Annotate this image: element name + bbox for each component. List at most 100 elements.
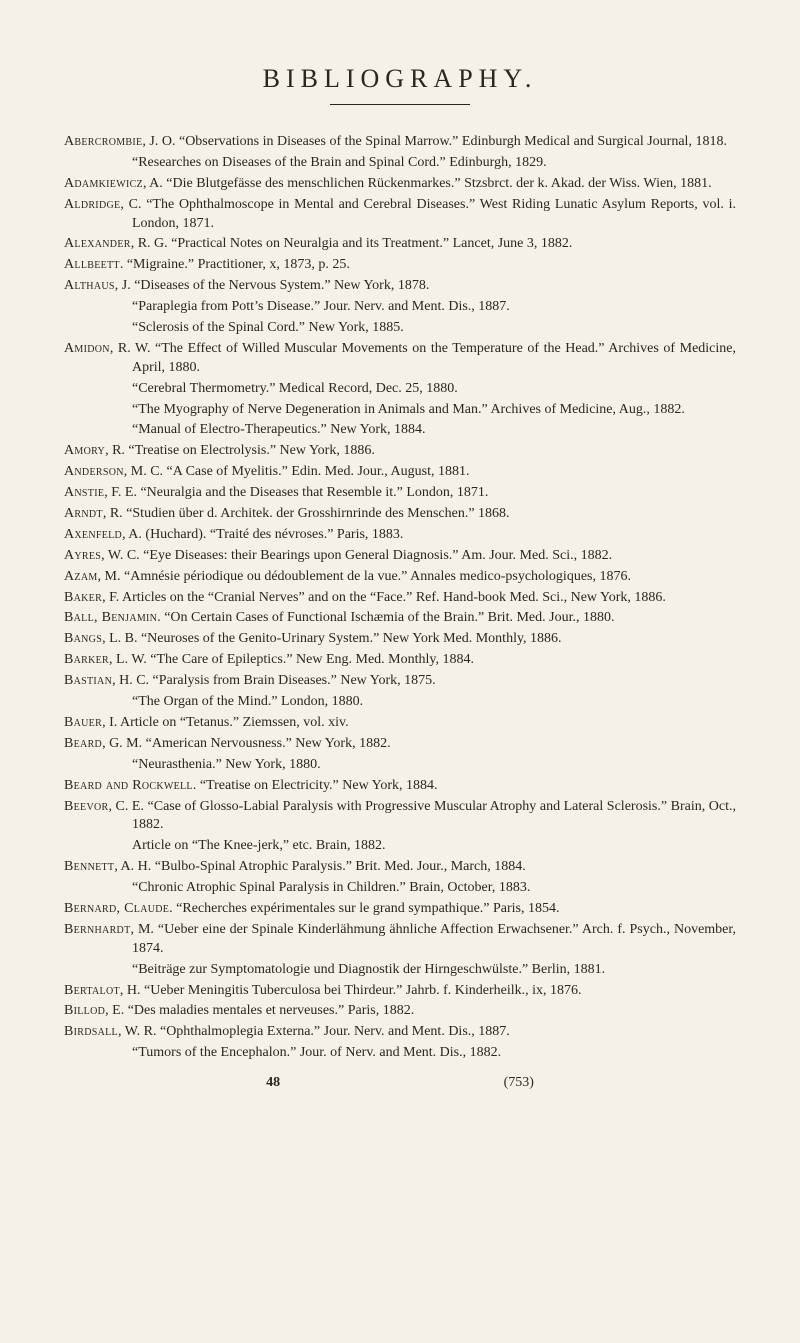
bibliography-entry: Aldridge, C. “The Ophthalmoscope in Ment…	[64, 196, 736, 234]
bibliography-list: Abercrombie, J. O. “Observations in Dise…	[64, 133, 736, 1063]
page-footer: 48 (753)	[64, 1075, 736, 1091]
author-name: Allbeett	[64, 257, 120, 272]
author-name: Amidon	[64, 341, 110, 356]
bibliography-entry: Adamkiewicz, A. “Die Blutgefässe des men…	[64, 175, 736, 194]
entry-text: , M. “Amnésie périodique ou dédoublement…	[98, 569, 631, 584]
entry-text: , F. E. “Neuralgia and the Diseases that…	[104, 485, 488, 500]
entry-text: , A. (Huchard). “Traité des névroses.” P…	[122, 527, 403, 542]
bibliography-entry: Althaus, J. “Diseases of the Nervous Sys…	[64, 277, 736, 296]
author-name: Beard	[64, 736, 102, 751]
bibliography-entry: Article on “The Knee-jerk,” etc. Brain, …	[64, 837, 736, 856]
author-name: Bertalot	[64, 983, 120, 998]
bibliography-entry: Anstie, F. E. “Neuralgia and the Disease…	[64, 484, 736, 503]
entry-text: , L. W. “The Care of Epileptics.” New En…	[109, 652, 474, 667]
entry-text: , J. O. “Observations in Diseases of the…	[142, 134, 727, 149]
entry-text: , W. R. “Ophthalmoplegia Externa.” Jour.…	[118, 1024, 510, 1039]
author-name: Aldridge	[64, 197, 120, 212]
bibliography-entry: “Sclerosis of the Spinal Cord.” New York…	[64, 319, 736, 338]
bibliography-entry: Abercrombie, J. O. “Observations in Dise…	[64, 133, 736, 152]
bibliography-entry: Baker, F. Articles on the “Cranial Nerve…	[64, 589, 736, 608]
author-name: Billod	[64, 1003, 105, 1018]
bibliography-entry: Ayres, W. C. “Eye Diseases: their Bearin…	[64, 547, 736, 566]
bibliography-entry: Bertalot, H. “Ueber Meningitis Tuberculo…	[64, 982, 736, 1001]
author-name: Ayres	[64, 548, 101, 563]
bibliography-entry: “Manual of Electro-Therapeutics.” New Yo…	[64, 421, 736, 440]
entry-text: , E. “Des maladies mentales et nerveuses…	[105, 1003, 414, 1018]
author-name: Axenfeld	[64, 527, 122, 542]
bibliography-entry: Amory, R. “Treatise on Electrolysis.” Ne…	[64, 442, 736, 461]
entry-text: , L. B. “Neuroses of the Genito-Urinary …	[102, 631, 561, 646]
page: BIBLIOGRAPHY. Abercrombie, J. O. “Observ…	[0, 0, 800, 1343]
bibliography-entry: Alexander, R. G. “Practical Notes on Neu…	[64, 235, 736, 254]
bibliography-entry: “Tumors of the Encephalon.” Jour. of Ner…	[64, 1044, 736, 1063]
entry-text: , C. “The Ophthalmoscope in Mental and C…	[120, 197, 736, 231]
entry-text: . “Migraine.” Practitioner, x, 1873, p. …	[120, 257, 350, 272]
bibliography-entry: Bastian, H. C. “Paralysis from Brain Dis…	[64, 672, 736, 691]
page-title: BIBLIOGRAPHY.	[64, 64, 736, 94]
entry-text: , R. “Studien über d. Architek. der Gros…	[103, 506, 510, 521]
author-name: Bernhardt	[64, 922, 130, 937]
bibliography-entry: Axenfeld, A. (Huchard). “Traité des névr…	[64, 526, 736, 545]
author-name: Bauer	[64, 715, 102, 730]
bibliography-entry: Arndt, R. “Studien über d. Architek. der…	[64, 505, 736, 524]
bibliography-entry: “Cerebral Thermometry.” Medical Record, …	[64, 380, 736, 399]
entry-text: , H. C. “Paralysis from Brain Diseases.”…	[112, 673, 436, 688]
bibliography-entry: Bernhardt, M. “Ueber eine der Spinale Ki…	[64, 921, 736, 959]
bibliography-entry: Anderson, M. C. “A Case of Myelitis.” Ed…	[64, 463, 736, 482]
author-name: Birdsall	[64, 1024, 118, 1039]
page-number: (753)	[504, 1075, 534, 1091]
bibliography-entry: “Neurasthenia.” New York, 1880.	[64, 756, 736, 775]
bibliography-entry: “Chronic Atrophic Spinal Paralysis in Ch…	[64, 879, 736, 898]
entry-text: . “Recherches expérimentales sur le gran…	[169, 901, 559, 916]
entry-text: , I. Article on “Tetanus.” Ziemssen, vol…	[102, 715, 349, 730]
author-name: Azam	[64, 569, 98, 584]
author-name: Baker	[64, 590, 102, 605]
bibliography-entry: Bennett, A. H. “Bulbo-Spinal Atrophic Pa…	[64, 858, 736, 877]
bibliography-entry: “Beiträge zur Symptomatologie und Diagno…	[64, 961, 736, 980]
author-name: Barker	[64, 652, 109, 667]
author-name: Ball, Benjamin	[64, 610, 157, 625]
bibliography-entry: Barker, L. W. “The Care of Epileptics.” …	[64, 651, 736, 670]
bibliography-entry: Beevor, C. E. “Case of Glosso-Labial Par…	[64, 798, 736, 836]
entry-text: , G. M. “American Nervousness.” New York…	[102, 736, 391, 751]
entry-text: , F. Articles on the “Cranial Nerves” an…	[102, 590, 666, 605]
bibliography-entry: Azam, M. “Amnésie périodique ou dédouble…	[64, 568, 736, 587]
signature-mark: 48	[266, 1075, 280, 1090]
entry-text: , A. H. “Bulbo-Spinal Atrophic Paralysis…	[114, 859, 525, 874]
entry-text: , A. “Die Blutgefässe des menschlichen R…	[143, 176, 712, 191]
entry-text: , C. E. “Case of Glosso-Labial Paralysis…	[108, 799, 736, 833]
author-name: Bastian	[64, 673, 112, 688]
bibliography-entry: Billod, E. “Des maladies mentales et ner…	[64, 1002, 736, 1021]
entry-text: . “On Certain Cases of Functional Ischæm…	[157, 610, 614, 625]
bibliography-entry: Birdsall, W. R. “Ophthalmoplegia Externa…	[64, 1023, 736, 1042]
bibliography-entry: “The Organ of the Mind.” London, 1880.	[64, 693, 736, 712]
entry-text: , R. W. “The Effect of Willed Muscular M…	[110, 341, 736, 375]
author-name: Bennett	[64, 859, 114, 874]
entry-text: , W. C. “Eye Diseases: their Bearings up…	[101, 548, 612, 563]
entry-text: . “Treatise on Electricity.” New York, 1…	[193, 778, 438, 793]
author-name: Abercrombie	[64, 134, 142, 149]
author-name: Alexander	[64, 236, 131, 251]
bibliography-entry: Beard and Rockwell. “Treatise on Electri…	[64, 777, 736, 796]
author-name: Beard and Rockwell	[64, 778, 193, 793]
entry-text: , M. C. “A Case of Myelitis.” Edin. Med.…	[124, 464, 470, 479]
entry-text: , R. “Treatise on Electrolysis.” New Yor…	[105, 443, 375, 458]
entry-text: , M. “Ueber eine der Spinale Kinderlähmu…	[130, 922, 736, 956]
author-name: Adamkiewicz	[64, 176, 143, 191]
bibliography-entry: “The Myography of Nerve Degeneration in …	[64, 401, 736, 420]
entry-text: , J. “Diseases of the Nervous System.” N…	[115, 278, 430, 293]
bibliography-entry: Bernard, Claude. “Recherches expérimenta…	[64, 900, 736, 919]
author-name: Bangs	[64, 631, 102, 646]
bibliography-entry: Bangs, L. B. “Neuroses of the Genito-Uri…	[64, 630, 736, 649]
author-name: Bernard, Claude	[64, 901, 169, 916]
bibliography-entry: Amidon, R. W. “The Effect of Willed Musc…	[64, 340, 736, 378]
bibliography-entry: Allbeett. “Migraine.” Practitioner, x, 1…	[64, 256, 736, 275]
title-rule	[330, 104, 470, 105]
bibliography-entry: Bauer, I. Article on “Tetanus.” Ziemssen…	[64, 714, 736, 733]
bibliography-entry: Beard, G. M. “American Nervousness.” New…	[64, 735, 736, 754]
author-name: Arndt	[64, 506, 103, 521]
entry-text: , H. “Ueber Meningitis Tuberculosa bei T…	[120, 983, 582, 998]
author-name: Amory	[64, 443, 105, 458]
bibliography-entry: “Researches on Diseases of the Brain and…	[64, 154, 736, 173]
bibliography-entry: Ball, Benjamin. “On Certain Cases of Fun…	[64, 609, 736, 628]
